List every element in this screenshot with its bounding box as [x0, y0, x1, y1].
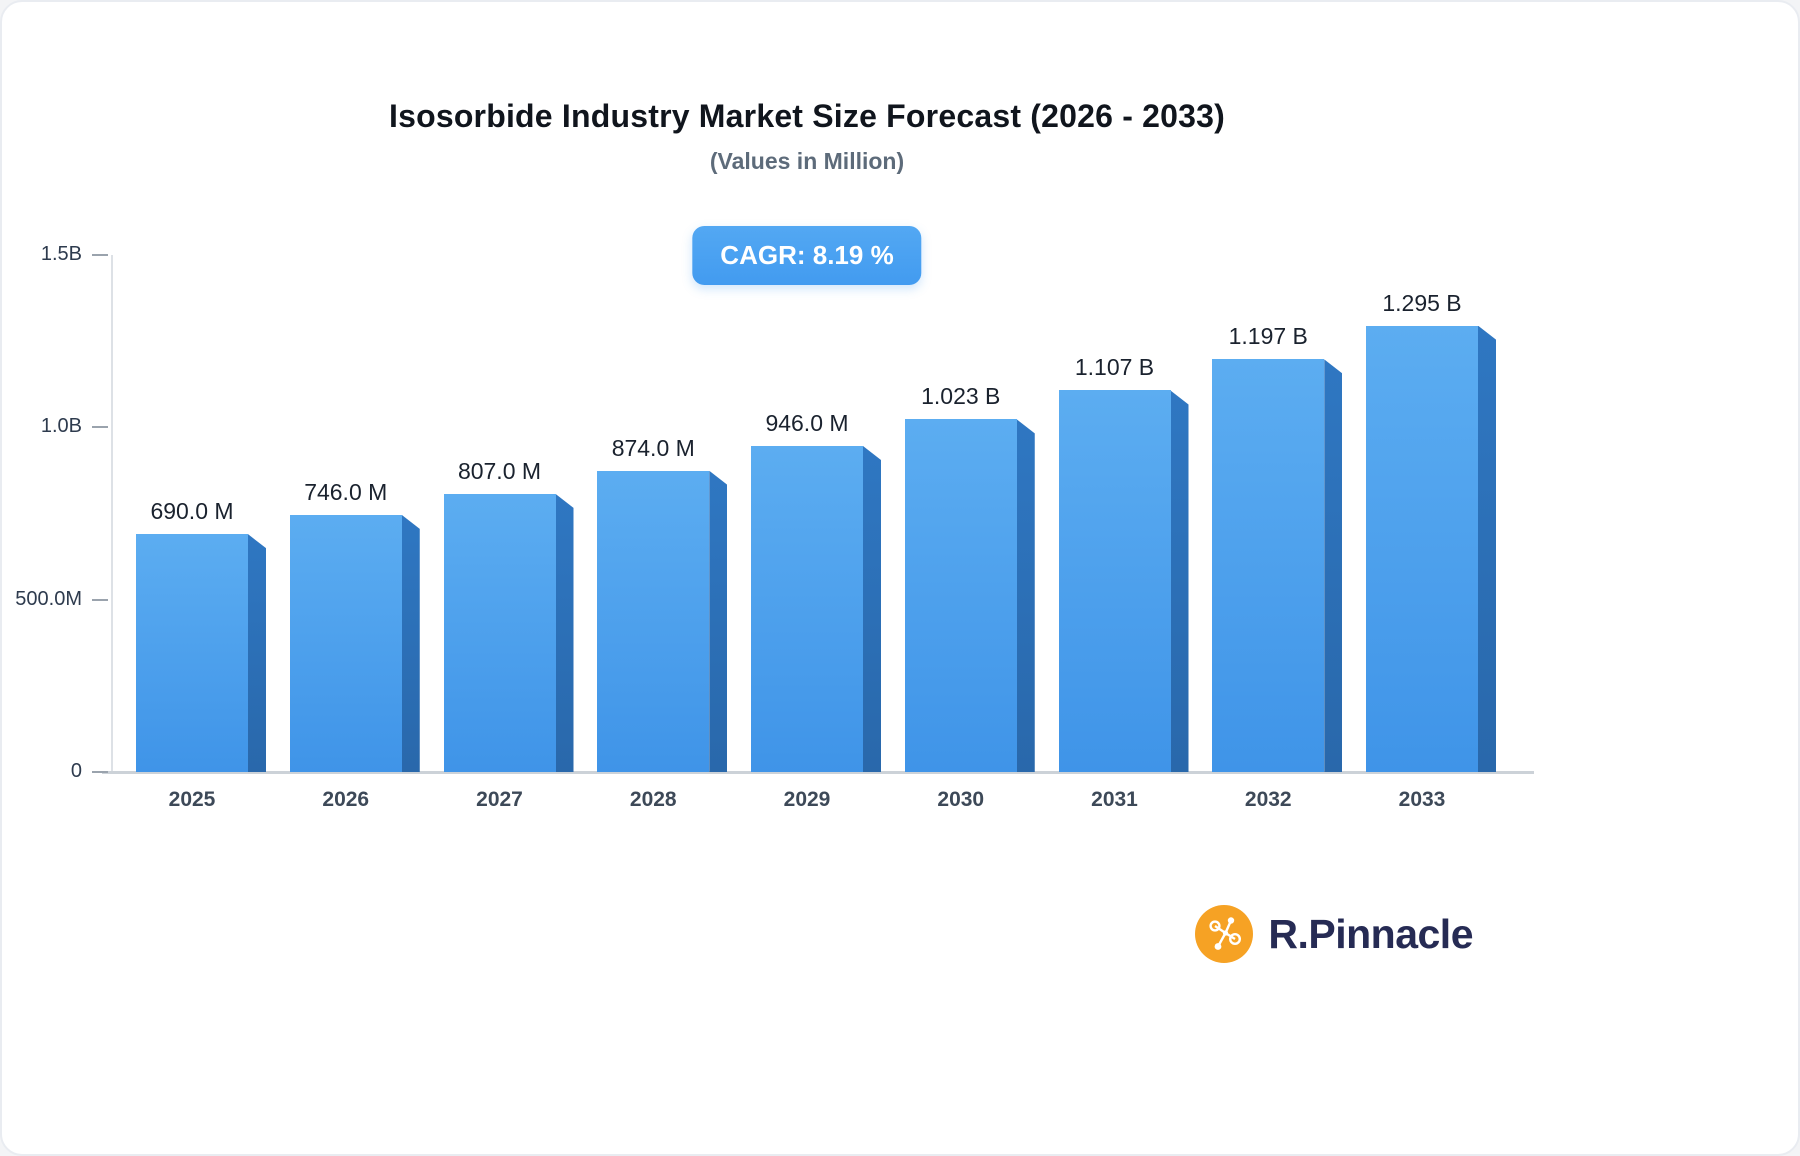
x-tick-label: 2025: [168, 788, 216, 811]
bar-side-face: [555, 493, 574, 772]
bar: [597, 470, 710, 772]
bar: [751, 445, 863, 772]
x-tick-label: 2032: [1244, 788, 1292, 811]
bar-value-label: 1.023 B: [921, 383, 1001, 410]
bar: [1212, 359, 1325, 772]
brand-logo: R.Pinnacle: [1195, 905, 1473, 963]
y-tick-label: 1.5B: [40, 243, 82, 265]
bar-value-label: 690.0 M: [150, 498, 234, 525]
y-tick-mark: [92, 598, 108, 601]
x-tick-label: 2029: [783, 788, 831, 811]
chart-title: Isosorbide Industry Market Size Forecast…: [388, 98, 1225, 134]
y-tick-mark: [92, 771, 108, 773]
y-tick-label: 500.0M: [15, 587, 82, 610]
bar: [1366, 325, 1478, 772]
bar-side-face: [709, 470, 728, 772]
x-tick-label: 2026: [322, 788, 370, 811]
bar-side-face: [1016, 419, 1035, 772]
bar-value-label: 807.0 M: [457, 457, 542, 484]
chart-subtitle: (Values in Million): [709, 148, 905, 174]
y-tick-label: 1.0B: [40, 415, 82, 438]
x-tick-label: 2027: [476, 788, 523, 811]
cagr-badge: CAGR: 8.19 %: [692, 226, 922, 285]
bar: [136, 534, 248, 772]
x-tick-label: 2033: [1398, 788, 1446, 811]
bar-side-face: [1324, 359, 1343, 772]
y-tick-label: 0: [70, 760, 82, 782]
bar-value-label: 946.0 M: [765, 409, 849, 436]
y-tick-mark: [92, 254, 108, 256]
y-tick-mark: [92, 426, 108, 429]
bar: [904, 419, 1017, 772]
bar-value-label: 1.295 B: [1382, 289, 1462, 316]
bar: [289, 514, 402, 772]
x-tick-label: 2028: [629, 788, 677, 811]
cagr-badge-label: CAGR: 8.19 %: [720, 240, 894, 270]
bar: [1058, 390, 1171, 772]
bar-value-label: 1.107 B: [1074, 354, 1155, 381]
brand-name: R.Pinnacle: [1268, 910, 1473, 957]
x-tick-label: 2030: [937, 788, 985, 811]
bar: [443, 493, 556, 772]
bar-value-label: 1.197 B: [1228, 323, 1308, 350]
x-axis-line: [102, 771, 1534, 774]
bar-value-label: 746.0 M: [304, 478, 388, 505]
bar-side-face: [1478, 325, 1496, 772]
bar-side-face: [248, 534, 266, 772]
x-tick-label: 2031: [1091, 788, 1138, 811]
bar-side-face: [863, 445, 881, 772]
bar-side-face: [401, 514, 420, 772]
bar-side-face: [1170, 390, 1189, 772]
bar-value-label: 874.0 M: [611, 434, 695, 461]
molecule-network-icon: [1195, 905, 1254, 963]
y-axis-line: [111, 255, 113, 772]
